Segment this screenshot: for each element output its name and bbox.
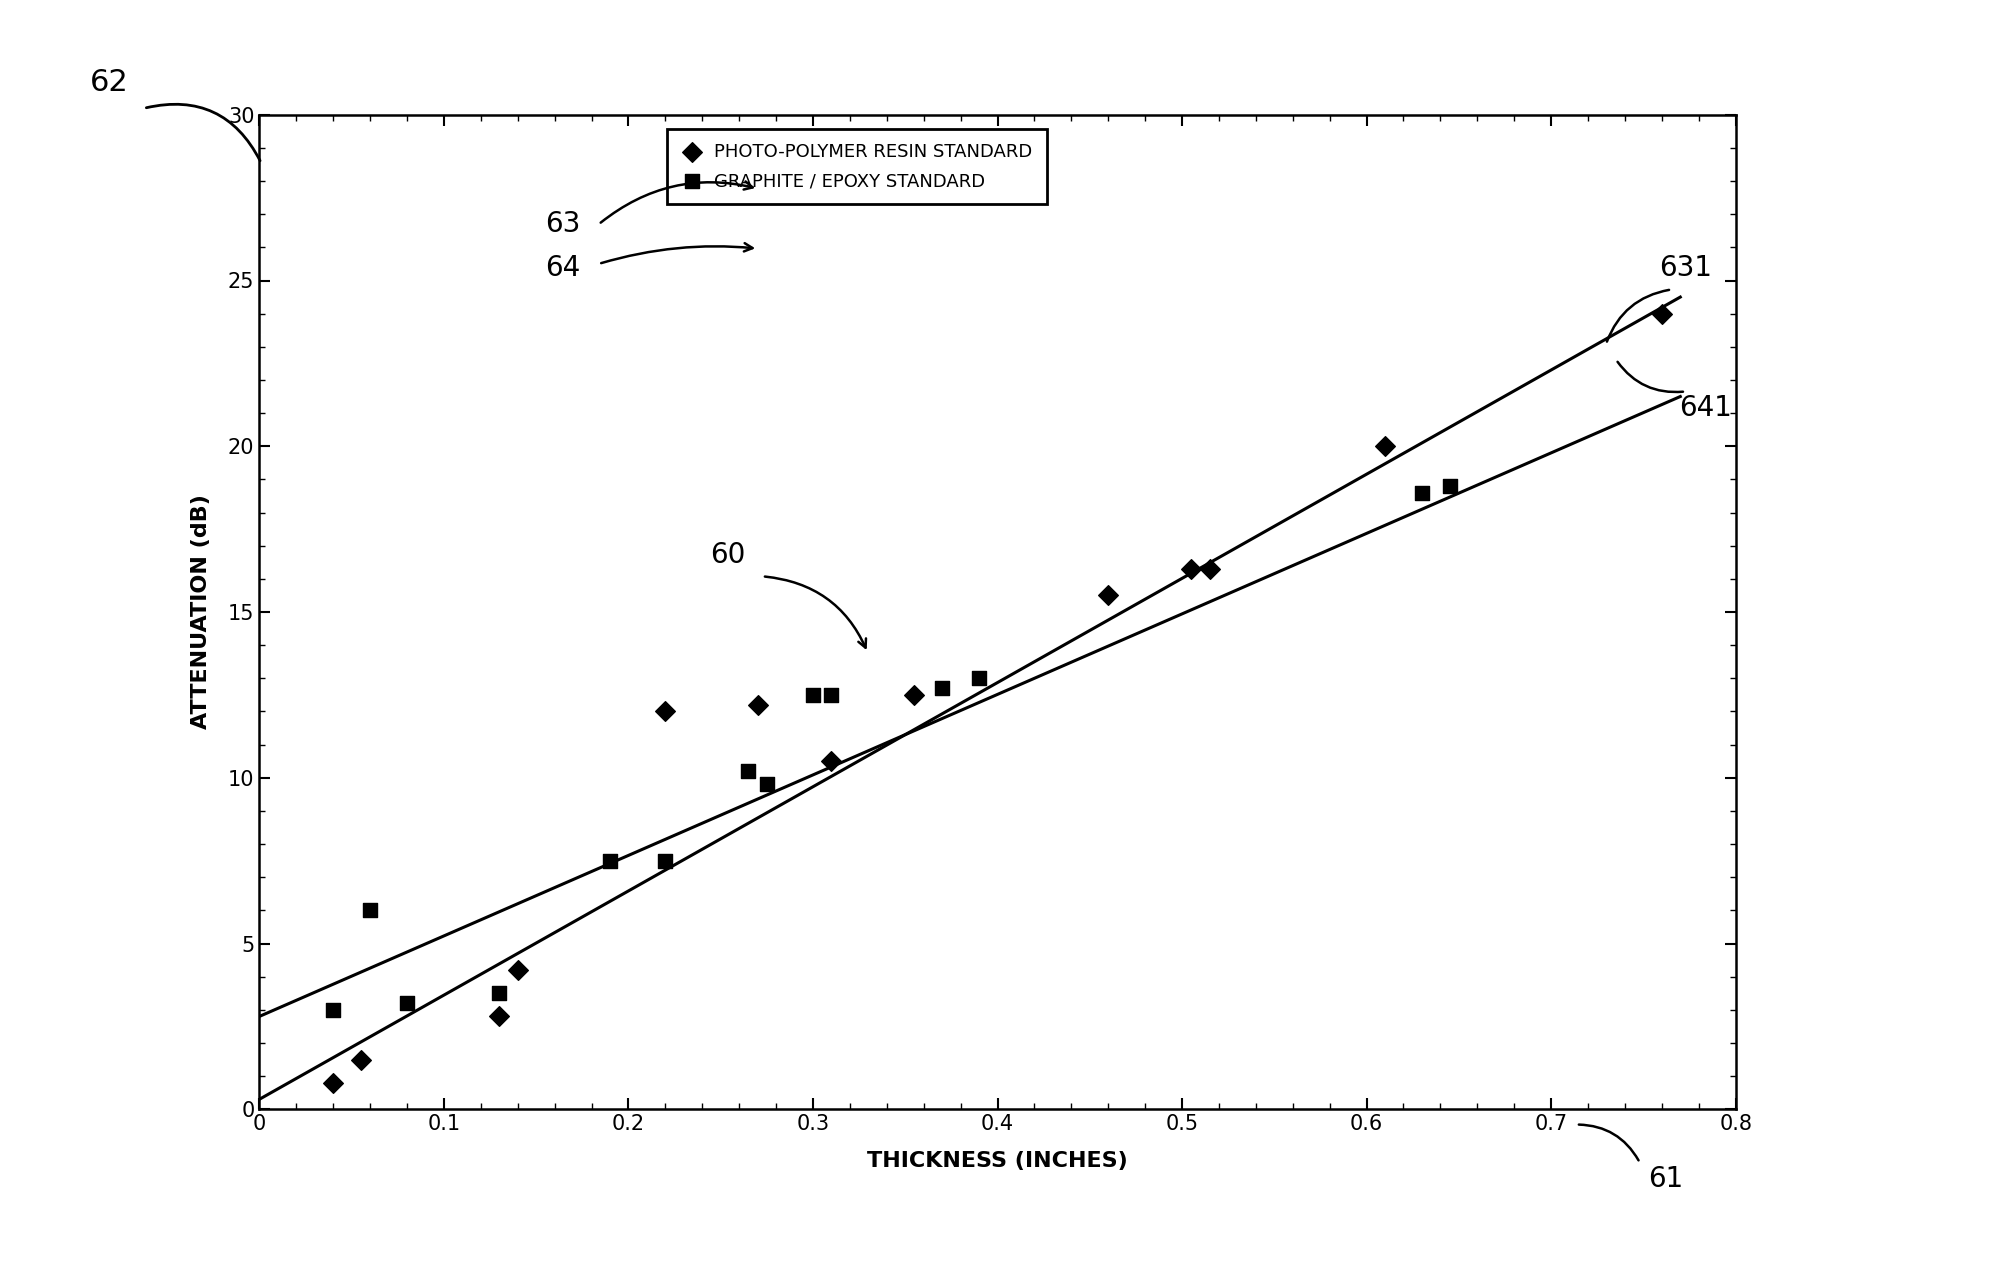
GRAPHITE / EPOXY STANDARD	[355, 900, 387, 921]
GRAPHITE / EPOXY STANDARD	[595, 850, 626, 871]
Legend: PHOTO-POLYMER RESIN STANDARD, GRAPHITE / EPOXY STANDARD: PHOTO-POLYMER RESIN STANDARD, GRAPHITE /…	[666, 129, 1047, 204]
PHOTO-POLYMER RESIN STANDARD	[1646, 303, 1678, 324]
GRAPHITE / EPOXY STANDARD	[317, 1000, 349, 1020]
GRAPHITE / EPOXY STANDARD	[1434, 476, 1466, 496]
GRAPHITE / EPOXY STANDARD	[964, 668, 996, 688]
GRAPHITE / EPOXY STANDARD	[798, 685, 830, 705]
PHOTO-POLYMER RESIN STANDARD	[317, 1072, 349, 1093]
PHOTO-POLYMER RESIN STANDARD	[1193, 558, 1225, 579]
PHOTO-POLYMER RESIN STANDARD	[898, 685, 930, 705]
GRAPHITE / EPOXY STANDARD	[732, 761, 764, 782]
GRAPHITE / EPOXY STANDARD	[1406, 482, 1438, 502]
PHOTO-POLYMER RESIN STANDARD	[345, 1049, 377, 1070]
PHOTO-POLYMER RESIN STANDARD	[742, 695, 774, 715]
Text: 641: 641	[1680, 394, 1732, 422]
PHOTO-POLYMER RESIN STANDARD	[1093, 585, 1125, 606]
PHOTO-POLYMER RESIN STANDARD	[1369, 436, 1400, 456]
Text: 62: 62	[90, 69, 130, 97]
Text: 60: 60	[710, 541, 746, 569]
PHOTO-POLYMER RESIN STANDARD	[483, 1006, 515, 1026]
GRAPHITE / EPOXY STANDARD	[926, 678, 958, 699]
PHOTO-POLYMER RESIN STANDARD	[816, 751, 848, 771]
X-axis label: THICKNESS (INCHES): THICKNESS (INCHES)	[868, 1151, 1127, 1170]
Text: 61: 61	[1648, 1165, 1684, 1193]
GRAPHITE / EPOXY STANDARD	[391, 993, 423, 1014]
GRAPHITE / EPOXY STANDARD	[816, 685, 848, 705]
GRAPHITE / EPOXY STANDARD	[750, 774, 782, 794]
PHOTO-POLYMER RESIN STANDARD	[650, 701, 682, 722]
GRAPHITE / EPOXY STANDARD	[650, 850, 682, 871]
GRAPHITE / EPOXY STANDARD	[483, 983, 515, 1003]
Text: 64: 64	[545, 254, 581, 282]
PHOTO-POLYMER RESIN STANDARD	[1175, 558, 1207, 579]
PHOTO-POLYMER RESIN STANDARD	[503, 960, 535, 980]
Y-axis label: ATTENUATION (dB): ATTENUATION (dB)	[192, 495, 211, 729]
Text: 631: 631	[1660, 254, 1712, 282]
Text: 63: 63	[545, 210, 581, 238]
